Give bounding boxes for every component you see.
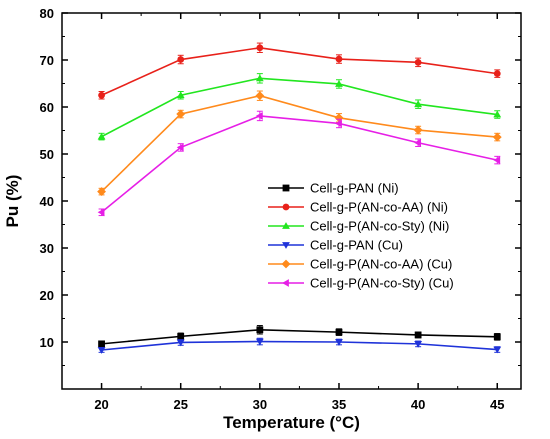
data-point [414,100,423,108]
data-point [255,338,264,346]
legend-item-4: Cell-g-PAN (Cu) [268,238,403,253]
legend-item-3: Cell-g-P(AN-co-Sty) (Ni) [268,219,449,234]
y-axis-label: Pu (%) [3,175,22,228]
legend-label: Cell-g-P(AN-co-Sty) (Ni) [310,219,449,234]
legend-label: Cell-g-PAN (Cu) [310,238,403,253]
x-tick-label: 45 [490,397,504,412]
data-point [176,109,186,119]
data-point [256,44,264,52]
plot-frame [61,12,522,390]
data-point [97,347,106,354]
data-point [98,340,105,348]
x-tick-label: 30 [253,397,267,412]
legend-item-6: Cell-g-P(AN-co-Sty) (Cu) [268,276,454,291]
x-tick-label: 25 [173,397,187,412]
series-5 [97,90,502,197]
series-1 [98,325,501,348]
data-point [493,110,502,118]
data-point [335,339,343,346]
legend-item-5: Cell-g-P(AN-co-AA) (Cu) [268,257,452,272]
data-point [335,80,343,87]
series-line [101,328,498,345]
y-tick-label: 80 [40,6,54,21]
data-point [413,125,423,135]
data-point [177,332,185,340]
series-line [101,94,498,193]
data-point [335,55,343,63]
legend-marker [282,279,289,287]
legend-marker [282,222,290,229]
data-point [414,58,422,66]
legend-marker [282,184,290,192]
data-point [255,91,265,101]
legend-item-2: Cell-g-P(AN-co-AA) (Ni) [268,200,448,215]
x-tick-label: 40 [411,397,425,412]
y-tick-label: 30 [40,241,54,256]
x-tick-label: 20 [94,397,108,412]
y-tick-label: 40 [40,194,54,209]
data-point [97,208,105,217]
data-point [98,91,105,99]
series-2 [98,42,501,100]
data-point [414,331,422,339]
legend-marker [282,203,290,211]
legend-label: Cell-g-P(AN-co-AA) (Ni) [310,200,448,215]
legend-label: Cell-g-PAN (Ni) [310,181,399,196]
data-point [255,112,263,120]
data-point [493,333,501,341]
legend-item-1: Cell-g-PAN (Ni) [268,181,399,196]
series-4 [97,337,502,354]
data-point [335,119,342,128]
y-tick-label: 20 [40,288,54,303]
data-point [177,56,185,63]
data-point [493,70,501,78]
legend-label: Cell-g-P(AN-co-Sty) (Cu) [310,276,454,291]
data-point [414,138,422,147]
data-point [176,143,184,152]
legend-marker [282,242,290,249]
data-point [176,91,185,99]
x-tick-label: 35 [332,397,346,412]
data-point [97,132,106,140]
series-6 [97,110,501,217]
data-point [414,340,423,348]
data-point [493,346,502,354]
data-point [255,74,264,82]
data-point [176,339,185,347]
series-line [101,77,498,138]
series-line [101,115,498,213]
series-line [101,340,498,351]
series-line [101,46,498,96]
y-tick-label: 60 [40,100,54,115]
legend-label: Cell-g-P(AN-co-AA) (Cu) [310,257,452,272]
data-point [492,132,502,142]
x-axis-label: Temperature (°C) [223,413,360,432]
data-point [256,326,264,334]
y-tick-label: 10 [40,335,54,350]
y-tick-label: 50 [40,147,54,162]
data-point [493,156,501,165]
data-point [335,328,343,336]
series-3 [97,73,502,141]
y-tick-label: 70 [40,53,54,68]
data-point [97,187,106,197]
legend-marker [281,259,291,269]
